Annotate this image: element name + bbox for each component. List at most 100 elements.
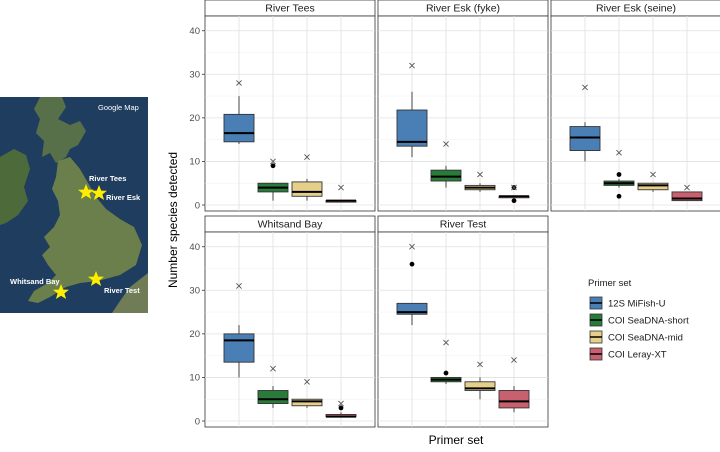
box-0 [396, 62, 428, 158]
star-icon-river-esk [91, 185, 107, 200]
facet-title: Whitsand Bay [258, 219, 324, 231]
map-label-whitsand-bay: Whitsand Bay [10, 277, 60, 286]
legend-label: COI SeaDNA-mid [608, 333, 683, 344]
box-body [223, 113, 255, 143]
box-1 [257, 365, 289, 408]
total-marker [236, 283, 242, 289]
box-body [498, 390, 530, 409]
england-landmass [28, 157, 142, 303]
total-marker [616, 149, 622, 156]
star-icon-river-test [88, 271, 104, 286]
box-1 [603, 149, 635, 199]
facet-panel [550, 15, 720, 212]
total-marker [270, 158, 276, 165]
facet-4: River Test [377, 215, 549, 428]
facet-title: River Esk (fyke) [426, 3, 500, 15]
box-1 [430, 141, 462, 188]
legend: Primer set 12S MiFish-U COI SeaDNA-short C… [588, 278, 689, 361]
box-2 [291, 154, 323, 201]
total-marker [409, 62, 415, 69]
box-body [396, 109, 428, 147]
legend-title: Primer set [588, 278, 632, 289]
facet-panels: River Tees 0 10 20 30 40 River Esk (fyke) River… [189, 0, 720, 428]
total-marker [409, 243, 415, 250]
y-tick-label: 10 [189, 373, 200, 384]
box-body [257, 390, 289, 405]
box-body [671, 191, 703, 202]
outlier-point [443, 370, 449, 376]
box-body [430, 169, 462, 182]
legend-label: COI SeaDNA-short [608, 316, 689, 327]
box-body [396, 302, 428, 315]
continent-landmass [112, 273, 148, 313]
ireland-landmass [0, 149, 30, 225]
y-tick-label: 40 [189, 26, 200, 37]
uk-map-svg: Google Map River Tees River Esk Whitsand… [0, 97, 148, 313]
box-3 [325, 184, 357, 203]
outlier-point [409, 261, 415, 267]
box-body [291, 181, 323, 197]
total-marker [338, 184, 344, 191]
uk-map: Google Map River Tees River Esk Whitsand… [0, 97, 148, 313]
box-0 [223, 283, 255, 378]
total-marker [477, 361, 483, 368]
legend-label: 12S MiFish-U [608, 299, 666, 310]
star-icon-river-tees [78, 184, 94, 199]
box-2 [464, 361, 496, 400]
map-brand: Google Map [98, 103, 139, 112]
box-2 [291, 378, 323, 408]
box-body [637, 182, 669, 191]
box-body [569, 126, 601, 151]
box-2 [637, 171, 669, 192]
total-marker [511, 184, 517, 191]
box-body [291, 398, 323, 407]
facet-panel [204, 15, 376, 212]
box-2 [464, 171, 496, 192]
total-marker [582, 84, 588, 91]
total-marker [511, 357, 517, 363]
outlier-point [270, 163, 276, 169]
box-0 [223, 80, 255, 144]
facet-panel [204, 231, 376, 428]
total-marker [338, 400, 344, 407]
total-marker [304, 378, 310, 385]
total-marker [650, 171, 656, 178]
box-3 [325, 400, 357, 418]
total-marker [443, 141, 449, 147]
scotland-landmass [34, 97, 86, 163]
total-marker [443, 339, 449, 346]
map-label-river-esk: River Esk [106, 193, 141, 202]
box-3 [498, 184, 530, 204]
box-body [223, 333, 255, 363]
facet-2: River Esk (seine) [550, 0, 720, 212]
star-icon-whitsand-bay [53, 284, 69, 299]
box-1 [430, 339, 462, 384]
box-0 [569, 84, 601, 162]
facet-1: River Esk (fyke) [377, 0, 549, 212]
outlier-point [511, 198, 517, 204]
y-tick-label: 10 [189, 157, 200, 168]
outlier-point [338, 405, 344, 411]
box-1 [257, 158, 289, 201]
total-marker [270, 365, 276, 372]
y-tick-label: 30 [189, 70, 200, 81]
y-tick-label: 0 [195, 416, 200, 427]
map-label-river-tees: River Tees [89, 174, 126, 183]
boxplot-chart: River Tees 0 10 20 30 40 River Esk (fyke) River… [166, 0, 720, 447]
y-tick-label: 40 [189, 242, 200, 253]
total-marker [304, 154, 310, 160]
facet-0: River Tees 0 10 20 30 40 [189, 0, 376, 212]
facet-title: River Tees [265, 3, 314, 15]
total-marker [684, 184, 690, 191]
box-3 [671, 184, 703, 202]
outlier-point [616, 193, 622, 199]
facet-3: Whitsand Bay 0 10 20 30 40 [189, 215, 376, 428]
map-label-river-test: River Test [104, 286, 140, 295]
legend-label: COI Leray-XT [608, 350, 667, 361]
box-body [464, 381, 496, 391]
outlier-point [616, 172, 622, 177]
box-0 [396, 243, 428, 326]
box-3 [498, 357, 530, 413]
total-marker [236, 80, 242, 86]
y-tick-label: 30 [189, 286, 200, 297]
